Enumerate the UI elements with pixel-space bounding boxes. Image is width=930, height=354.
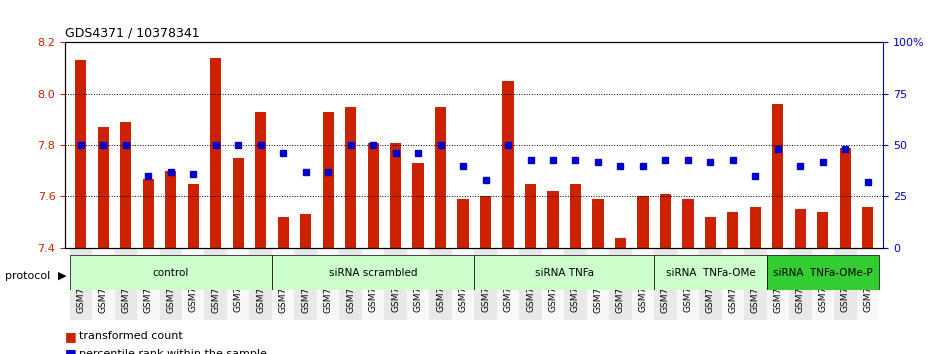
Bar xyxy=(587,248,609,320)
Bar xyxy=(834,248,857,320)
Bar xyxy=(277,217,289,248)
Text: siRNA  TNFa-OMe-P: siRNA TNFa-OMe-P xyxy=(773,268,872,278)
Text: percentile rank within the sample: percentile rank within the sample xyxy=(79,349,267,354)
Bar xyxy=(862,207,873,248)
Bar xyxy=(255,112,266,248)
Bar xyxy=(615,238,626,248)
Bar xyxy=(435,107,446,248)
Bar xyxy=(205,248,227,320)
Bar xyxy=(295,248,317,320)
Bar xyxy=(570,184,581,248)
Bar xyxy=(683,199,694,248)
Bar xyxy=(70,248,92,320)
Text: ■: ■ xyxy=(65,348,77,354)
Bar xyxy=(631,248,654,320)
FancyBboxPatch shape xyxy=(474,255,654,290)
FancyBboxPatch shape xyxy=(272,255,474,290)
Bar xyxy=(699,248,722,320)
Bar xyxy=(137,248,160,320)
Bar xyxy=(727,212,738,248)
Bar xyxy=(502,81,513,248)
Bar xyxy=(817,212,829,248)
Bar xyxy=(519,248,542,320)
Bar xyxy=(362,248,384,320)
Bar xyxy=(430,248,452,320)
Bar xyxy=(317,248,339,320)
Bar xyxy=(142,178,153,248)
Bar xyxy=(182,248,205,320)
Bar xyxy=(300,215,312,248)
FancyBboxPatch shape xyxy=(70,255,272,290)
Bar xyxy=(458,199,469,248)
Bar xyxy=(772,104,783,248)
Bar xyxy=(548,191,559,248)
Text: control: control xyxy=(153,268,189,278)
Text: siRNA TNFa: siRNA TNFa xyxy=(535,268,593,278)
Bar xyxy=(766,248,789,320)
Text: protocol: protocol xyxy=(5,271,50,281)
FancyBboxPatch shape xyxy=(654,255,766,290)
Bar xyxy=(542,248,565,320)
Bar xyxy=(406,248,430,320)
Bar xyxy=(722,248,744,320)
Bar xyxy=(565,248,587,320)
Bar xyxy=(188,184,199,248)
Bar xyxy=(390,143,401,248)
Text: siRNA  TNFa-OMe: siRNA TNFa-OMe xyxy=(666,268,755,278)
Bar xyxy=(92,248,114,320)
Bar xyxy=(654,248,677,320)
Text: ■: ■ xyxy=(65,330,77,343)
Bar xyxy=(525,184,536,248)
Bar xyxy=(677,248,699,320)
Bar xyxy=(744,248,766,320)
Bar xyxy=(592,199,604,248)
Text: ▶: ▶ xyxy=(58,271,66,281)
Bar xyxy=(637,196,648,248)
Bar xyxy=(323,112,334,248)
Bar xyxy=(345,107,356,248)
Bar xyxy=(98,127,109,248)
FancyBboxPatch shape xyxy=(766,255,879,290)
Text: GDS4371 / 10378341: GDS4371 / 10378341 xyxy=(65,27,200,40)
Bar xyxy=(812,248,834,320)
Bar xyxy=(609,248,631,320)
Bar xyxy=(232,158,244,248)
Bar xyxy=(857,248,879,320)
Bar xyxy=(795,209,806,248)
Bar xyxy=(160,248,182,320)
Text: siRNA scrambled: siRNA scrambled xyxy=(329,268,418,278)
Bar xyxy=(367,143,379,248)
Bar xyxy=(750,207,761,248)
Bar xyxy=(227,248,249,320)
Bar xyxy=(384,248,406,320)
Bar xyxy=(705,217,716,248)
Bar xyxy=(210,58,221,248)
Text: transformed count: transformed count xyxy=(79,331,183,341)
Bar xyxy=(497,248,519,320)
Bar xyxy=(840,148,851,248)
Bar xyxy=(75,61,86,248)
Bar xyxy=(120,122,131,248)
Bar xyxy=(339,248,362,320)
Bar xyxy=(413,163,424,248)
Bar xyxy=(452,248,474,320)
Bar xyxy=(114,248,137,320)
Bar xyxy=(272,248,295,320)
Bar xyxy=(474,248,497,320)
Bar xyxy=(166,171,177,248)
Bar xyxy=(659,194,671,248)
Bar xyxy=(480,196,491,248)
Bar xyxy=(249,248,272,320)
Bar xyxy=(789,248,812,320)
